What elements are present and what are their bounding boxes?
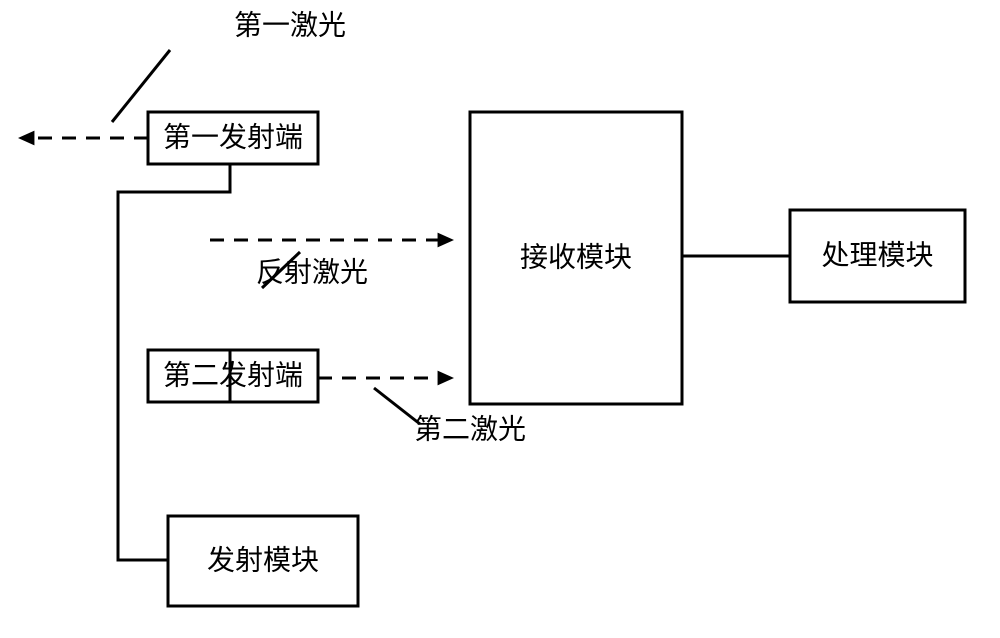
- diagram-canvas: 第一发射端第二发射端发射模块 接收模块 处理模块 第一激光反射激光第二激光: [0, 0, 1000, 638]
- reflect_laser-text: 反射激光: [256, 256, 368, 288]
- emitter1-label: 第一发射端: [163, 121, 303, 153]
- second_laser-text: 第二激光: [414, 413, 526, 445]
- emitter2-label: 第二发射端: [163, 359, 303, 391]
- pointer-line: [374, 388, 420, 424]
- first_laser-text: 第一激光: [234, 9, 346, 41]
- transmit-label: 发射模块: [207, 544, 319, 576]
- receive-label: 接收模块: [520, 241, 632, 273]
- process-label: 处理模块: [821, 239, 933, 271]
